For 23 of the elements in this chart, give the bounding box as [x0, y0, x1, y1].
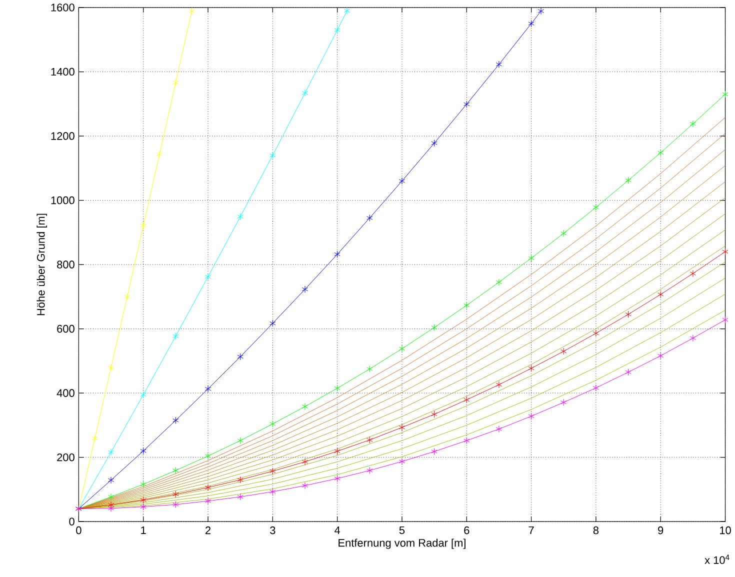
y-tick-label: 1400 [51, 68, 74, 76]
x-tick-label: 7 [528, 526, 534, 534]
x-tick-label: 6 [464, 526, 470, 534]
x-tick-label: 5 [399, 526, 405, 534]
y-tick-label: 600 [57, 324, 74, 333]
x-tick-label: 1 [141, 526, 146, 534]
x-tick-label: 0 [76, 526, 82, 534]
x-tick-label: 2 [206, 526, 211, 534]
y-axis-title: Höhe über Grund [m] [36, 214, 47, 315]
y-tick-label: 1000 [51, 196, 74, 204]
x-tick-label: 8 [593, 526, 599, 534]
y-tick-label: 200 [57, 453, 74, 462]
text: x 10$^{4}$ [704, 554, 730, 564]
x-tick-label: 4 [334, 526, 340, 534]
x-tick-label: 3 [270, 526, 276, 534]
y-tick-label: 800 [57, 260, 74, 268]
x-tick-label: 9 [658, 526, 664, 534]
y-tick-label: 400 [56, 388, 74, 397]
x-axis-title: Entfernung vom Radar [m] [338, 538, 466, 549]
y-tick-label: 0 [69, 518, 74, 526]
x-tick-label: 10 [720, 526, 731, 534]
y-tick-label: 1600 [51, 3, 74, 12]
y-tick-label: 1200 [51, 132, 74, 140]
